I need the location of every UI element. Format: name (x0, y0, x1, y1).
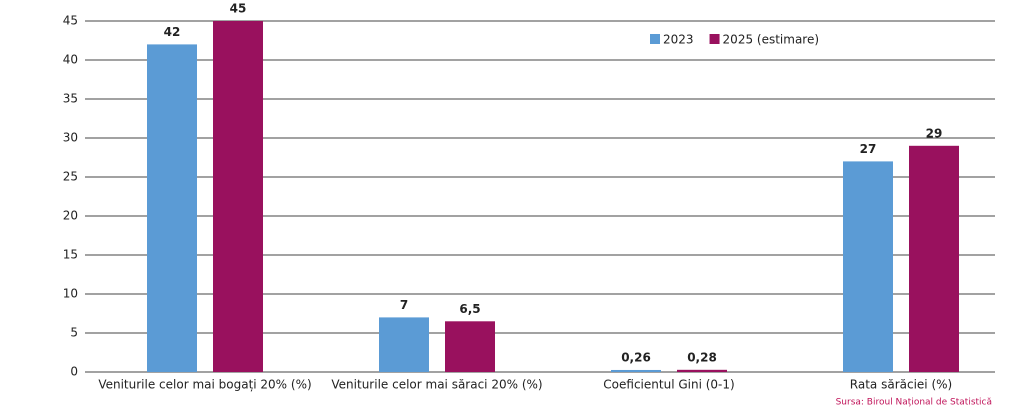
bar (445, 321, 495, 372)
bar (213, 21, 263, 372)
y-tick-label: 10 (63, 287, 78, 301)
y-tick-label: 40 (63, 53, 78, 67)
bar (147, 44, 197, 373)
bar (677, 369, 727, 372)
value-label: 27 (860, 142, 877, 156)
legend-swatch (709, 34, 720, 44)
y-tick-label: 5 (70, 326, 78, 340)
x-tick-label: Veniturile celor mai bogați 20% (%) (98, 378, 311, 392)
bar (909, 145, 959, 372)
x-tick-label: Coeficientul Gini (0-1) (603, 378, 734, 392)
y-tick-label: 35 (63, 92, 78, 106)
legend-label: 2023 (663, 33, 694, 47)
legend-label: 2025 (estimare) (723, 33, 820, 47)
value-label: 7 (400, 298, 408, 312)
bar (611, 369, 661, 372)
source-note: Sursa: Biroul Național de Statistică (836, 398, 992, 408)
bar (843, 161, 893, 372)
value-label: 45 (230, 2, 247, 16)
x-tick-label: Rata sărăciei (%) (850, 378, 952, 392)
value-label: 0,26 (621, 350, 651, 364)
y-tick-label: 30 (63, 131, 78, 145)
y-tick-label: 15 (63, 248, 78, 262)
value-label: 0,28 (687, 350, 717, 364)
legend-swatch (650, 34, 660, 44)
value-label: 42 (164, 25, 181, 39)
x-tick-label: Veniturile celor mai săraci 20% (%) (331, 378, 542, 392)
value-label: 29 (926, 126, 943, 140)
y-tick-label: 20 (63, 209, 78, 223)
y-tick-label: 45 (63, 14, 78, 28)
bar (379, 317, 429, 372)
y-tick-label: 0 (70, 365, 78, 379)
y-tick-label: 25 (63, 170, 78, 184)
value-label: 6,5 (459, 302, 480, 316)
